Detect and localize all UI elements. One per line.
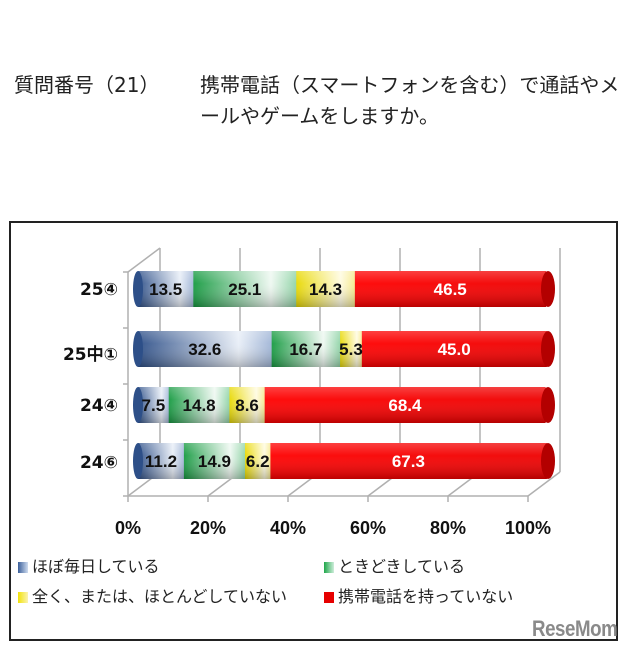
data-label: 67.3 bbox=[392, 452, 425, 471]
data-label: 7.5 bbox=[142, 396, 166, 415]
legend-item-sometimes: ときどきしている bbox=[324, 553, 465, 577]
bar-segment bbox=[138, 443, 185, 479]
legend-item-rarely: 全く、または、ほとんどしていない bbox=[18, 583, 287, 607]
bar-segment bbox=[183, 443, 246, 479]
data-label: 16.7 bbox=[289, 340, 322, 359]
legend-label: ほぼ毎日している bbox=[32, 557, 160, 576]
category-label: 24④ bbox=[79, 396, 118, 416]
x-tick-label: 0% bbox=[114, 518, 141, 538]
bar-segment bbox=[296, 271, 356, 307]
data-label: 45.0 bbox=[438, 340, 471, 359]
bar-row: 11.2 14.9 6.2 67.3 bbox=[133, 443, 555, 479]
bar-segment bbox=[354, 271, 547, 307]
x-tick-label: 20% bbox=[189, 518, 227, 538]
data-label: 14.3 bbox=[309, 280, 342, 299]
bar-segment bbox=[270, 443, 547, 479]
category-label: 25中① bbox=[62, 345, 118, 365]
bar-segment bbox=[168, 387, 230, 423]
data-label: 25.1 bbox=[228, 280, 261, 299]
watermark-logo: ReseMom bbox=[532, 616, 618, 641]
data-label: 32.6 bbox=[188, 340, 221, 359]
legend-item-none: 携帯電話を持っていない bbox=[324, 583, 513, 607]
legend-item-daily: ほぼ毎日している bbox=[18, 553, 160, 577]
data-label: 6.2 bbox=[246, 452, 270, 471]
data-label: 5.3 bbox=[339, 340, 363, 359]
legend-swatch-rarely bbox=[18, 592, 28, 603]
data-label: 14.8 bbox=[183, 396, 216, 415]
data-label: 14.9 bbox=[198, 452, 231, 471]
bar-segment bbox=[138, 387, 170, 423]
x-tick-label: 80% bbox=[429, 518, 467, 538]
data-label: 13.5 bbox=[149, 280, 182, 299]
bar-segment bbox=[138, 331, 273, 367]
legend-swatch-daily bbox=[18, 562, 28, 573]
bar-segment bbox=[245, 443, 271, 479]
question-number: 質問番号（21） bbox=[14, 73, 160, 97]
legend-label: ときどきしている bbox=[338, 557, 466, 576]
x-tick-label: 60% bbox=[349, 518, 387, 538]
bar-segment bbox=[229, 387, 266, 423]
data-label: 11.2 bbox=[145, 452, 177, 471]
category-label: 24⑥ bbox=[79, 453, 118, 473]
bar-segment bbox=[340, 331, 363, 367]
bar-row: 13.5 25.1 14.3 46.5 bbox=[133, 271, 555, 307]
x-tick-label: 100% bbox=[504, 518, 552, 538]
bars: 13.5 25.1 14.3 46.5 32.6 16.7 5.3 45.0 7.5 14.8 8.… bbox=[133, 271, 555, 479]
bar-row: 7.5 14.8 8.6 68.4 bbox=[133, 387, 555, 423]
data-label: 8.6 bbox=[235, 396, 259, 415]
legend-swatch-none bbox=[324, 592, 334, 603]
bar-segment bbox=[264, 387, 546, 423]
bar-segment bbox=[138, 271, 194, 307]
bar-row: 32.6 16.7 5.3 45.0 bbox=[133, 331, 555, 367]
bar-segment bbox=[271, 331, 341, 367]
data-label: 68.4 bbox=[388, 396, 422, 415]
legend-swatch-sometimes bbox=[324, 562, 334, 573]
category-label: 25④ bbox=[79, 280, 118, 300]
bar-segment bbox=[361, 331, 547, 367]
data-label: 46.5 bbox=[434, 280, 467, 299]
x-tick-label: 40% bbox=[269, 518, 307, 538]
legend-label: 全く、または、ほとんどしていない bbox=[32, 587, 288, 606]
question-text: 携帯電話（スマートフォンを含む）で通話やメールやゲームをしますか。 bbox=[200, 73, 620, 128]
bar-segment bbox=[193, 271, 297, 307]
legend-label: 携帯電話を持っていない bbox=[338, 587, 514, 606]
